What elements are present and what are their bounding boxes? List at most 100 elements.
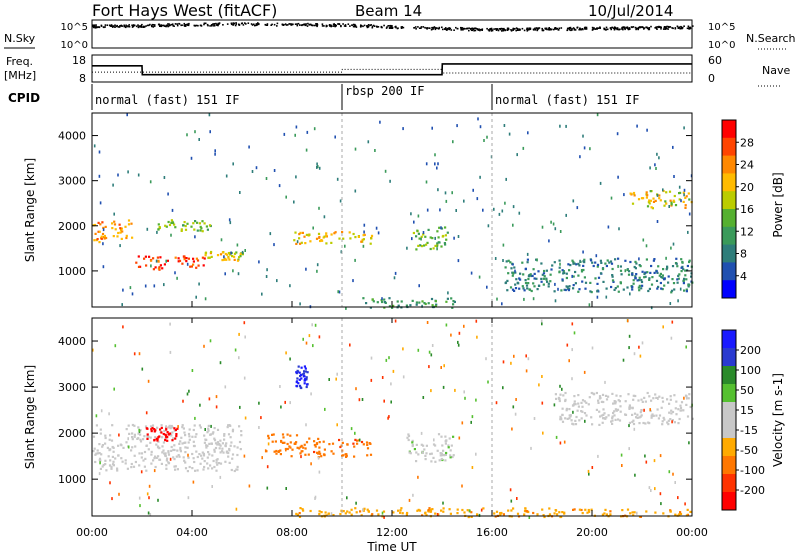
power-point <box>623 193 625 197</box>
velocity-point <box>101 465 104 468</box>
power-point <box>536 288 539 291</box>
power-point <box>93 144 96 148</box>
noise-point <box>643 27 646 29</box>
power-point <box>673 194 676 198</box>
power-point <box>649 190 652 193</box>
velocity-point <box>691 417 694 420</box>
velocity-point <box>165 459 168 462</box>
noise-point <box>614 26 616 28</box>
velocity-point <box>628 404 631 407</box>
velocity-point <box>436 449 439 452</box>
power-point <box>503 124 506 127</box>
velocity-point <box>150 450 153 453</box>
velocity-point <box>258 401 260 405</box>
velocity-point <box>439 454 442 457</box>
velocity-point <box>422 396 425 399</box>
power-point <box>300 241 303 244</box>
velocity-point <box>355 511 358 514</box>
velocity-point <box>683 396 685 400</box>
power-point <box>558 266 561 269</box>
velocity-point <box>296 513 299 516</box>
noise-point <box>367 25 369 28</box>
noise-point <box>642 26 644 29</box>
velocity-point <box>173 465 176 468</box>
velocity-point <box>554 509 557 512</box>
power-point <box>565 124 567 128</box>
power-point <box>161 267 164 270</box>
noise-point <box>389 27 391 29</box>
power-point <box>601 268 605 271</box>
velocity-point <box>471 415 474 419</box>
velocity-colorbar-tick-label: -100 <box>740 464 765 477</box>
noise-point <box>137 24 139 26</box>
power-point <box>187 257 190 260</box>
velocity-point <box>215 459 218 462</box>
velocity-point <box>515 398 517 401</box>
velocity-point <box>116 469 119 472</box>
power-point <box>440 226 442 230</box>
velocity-point <box>431 344 434 347</box>
velocity-point <box>548 513 552 516</box>
power-point <box>632 282 635 285</box>
velocity-point <box>183 459 186 462</box>
power-colorbar-swatch <box>722 191 736 210</box>
velocity-point <box>421 514 424 517</box>
velocity-point <box>179 448 182 451</box>
power-point <box>688 212 691 216</box>
velocity-point <box>603 412 606 415</box>
noise-point <box>461 27 463 29</box>
velocity-point <box>139 433 142 436</box>
power-point <box>344 244 346 248</box>
power-point <box>316 165 318 169</box>
power-point <box>124 225 127 228</box>
noise-point <box>335 25 337 27</box>
power-point <box>558 270 561 273</box>
velocity-point <box>127 437 129 441</box>
freq-left-tick-bottom: 8 <box>79 72 86 85</box>
velocity-point <box>349 343 351 347</box>
power-point <box>317 232 321 235</box>
velocity-point <box>370 378 373 382</box>
noise-point <box>656 26 658 28</box>
power-point <box>219 253 223 256</box>
power-point <box>502 259 504 262</box>
noise-point <box>344 25 347 27</box>
noise-point <box>265 24 268 26</box>
noise-point <box>132 25 134 28</box>
velocity-point <box>244 416 247 420</box>
noise-point <box>332 23 335 26</box>
velocity-point <box>355 501 357 505</box>
velocity-point <box>561 387 563 391</box>
power-point <box>431 304 434 307</box>
velocity-point <box>112 450 115 453</box>
noise-point <box>470 29 473 31</box>
velocity-point <box>202 454 206 457</box>
velocity-point <box>191 435 194 438</box>
velocity-point <box>615 394 618 397</box>
power-point <box>676 265 679 268</box>
power-point <box>437 162 439 166</box>
velocity-point <box>408 498 411 502</box>
power-point <box>666 265 669 268</box>
noise-point <box>550 28 552 31</box>
power-point <box>98 174 101 178</box>
velocity-point <box>468 509 471 513</box>
power-point <box>626 286 629 289</box>
velocity-point <box>568 408 571 411</box>
noise-point <box>628 27 631 29</box>
velocity-point <box>317 437 320 440</box>
velocity-point <box>425 444 428 447</box>
velocity-point <box>238 356 240 360</box>
power-point <box>550 268 553 271</box>
noise-point <box>618 28 620 31</box>
noise-point <box>611 26 613 29</box>
noise-point <box>376 26 378 28</box>
velocity-point <box>110 466 113 469</box>
velocity-point <box>420 443 423 446</box>
noise-point <box>558 27 561 30</box>
velocity-point <box>610 420 613 423</box>
velocity-point <box>286 442 289 446</box>
velocity-point <box>114 457 117 460</box>
velocity-point <box>495 401 498 405</box>
velocity-point <box>450 444 453 447</box>
